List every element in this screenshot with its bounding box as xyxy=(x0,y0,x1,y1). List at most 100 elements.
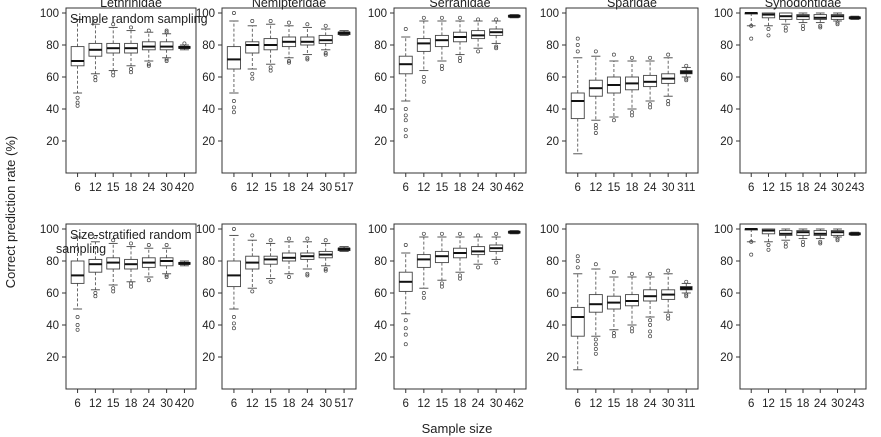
x-tick-label: 18 xyxy=(797,182,810,194)
outlier-point xyxy=(403,318,408,323)
x-tick-label: 420 xyxy=(175,182,194,194)
y-tick-label: 40 xyxy=(546,320,559,332)
outlier-point xyxy=(575,254,580,259)
outlier-point xyxy=(593,262,598,267)
outlier-point xyxy=(231,11,236,15)
outlier-point xyxy=(593,49,598,54)
box-18 xyxy=(453,15,467,63)
outlier-point xyxy=(648,271,653,276)
outlier-point xyxy=(593,347,598,351)
box-15 xyxy=(434,15,449,71)
box-24 xyxy=(813,12,827,30)
outlier-point xyxy=(129,67,133,71)
x-tick-label: 18 xyxy=(626,398,639,410)
box-18 xyxy=(625,271,639,334)
box-18 xyxy=(796,228,810,247)
x-tick-label: 30 xyxy=(490,398,503,410)
y-tick-label: 80 xyxy=(720,256,733,268)
box-iqr xyxy=(570,306,585,337)
outlier-point xyxy=(611,270,616,275)
outlier-point xyxy=(268,68,273,73)
box-18 xyxy=(124,25,138,75)
outlier-point xyxy=(801,27,805,31)
x-tick-label: 6 xyxy=(74,398,80,410)
x-tick-label: 18 xyxy=(125,398,138,410)
box-6 xyxy=(226,227,241,331)
outlier-point xyxy=(648,105,653,110)
x-tick-label: 30 xyxy=(662,398,675,410)
x-tick-label: 12 xyxy=(589,182,602,194)
box-iqr xyxy=(88,258,103,273)
y-tick-label: 20 xyxy=(202,352,215,364)
x-tick-label: 243 xyxy=(845,398,864,410)
outlier-point xyxy=(648,318,653,323)
outlier-point xyxy=(111,22,116,27)
box-18 xyxy=(281,20,297,65)
outlier-point xyxy=(666,313,671,318)
box-6 xyxy=(744,228,758,257)
y-tick-label: 20 xyxy=(720,352,733,364)
x-tick-label: 12 xyxy=(246,182,259,194)
outlier-point xyxy=(439,284,444,289)
outlier-point xyxy=(403,118,408,123)
outlier-point xyxy=(268,279,273,284)
outlier-point xyxy=(458,55,462,60)
outlier-point xyxy=(75,95,80,100)
y-tick-label: 80 xyxy=(46,40,59,52)
y-tick-label: 100 xyxy=(40,224,59,236)
outlier-point xyxy=(421,295,426,300)
x-tick-label: 30 xyxy=(319,398,332,410)
x-tick-label: 24 xyxy=(644,398,657,410)
x-tick-label: 517 xyxy=(334,182,353,194)
y-tick-label: 40 xyxy=(720,320,733,332)
y-tick-label: 80 xyxy=(720,40,733,52)
box-24 xyxy=(471,17,486,54)
outlier-point xyxy=(231,105,236,110)
outlier-point xyxy=(231,315,236,319)
panel-stratified-311: 20 40 60 80 100 6 12 15 18 24 30 311 xyxy=(540,223,699,410)
panel-frame xyxy=(739,223,867,390)
x-tick-label: 24 xyxy=(142,182,155,194)
outlier-point xyxy=(231,321,236,326)
box-24 xyxy=(643,271,658,339)
outlier-point xyxy=(439,67,444,71)
outlier-point xyxy=(783,25,788,30)
box-18 xyxy=(453,231,467,281)
outlier-point xyxy=(684,279,689,284)
outlier-point xyxy=(93,235,98,239)
outlier-point xyxy=(749,239,754,244)
box-311 xyxy=(679,279,693,299)
outlier-point xyxy=(575,49,580,54)
box-6 xyxy=(398,27,413,139)
outlier-point xyxy=(458,231,462,236)
x-tick-label: 12 xyxy=(762,182,775,194)
outlier-point xyxy=(494,46,499,51)
y-tick-label: 40 xyxy=(46,104,59,116)
outlier-point xyxy=(93,78,98,83)
x-tick-label: 15 xyxy=(436,398,449,410)
box-462 xyxy=(507,14,521,19)
y-tick-label: 60 xyxy=(374,72,387,84)
x-tick-label: 311 xyxy=(677,182,695,194)
outlier-point xyxy=(75,103,80,108)
outlier-point xyxy=(250,71,255,76)
outlier-point xyxy=(305,271,310,276)
x-tick-label: 6 xyxy=(231,398,237,410)
panel-stratified-517: 20 40 60 80 100 6 12 15 18 24 30 517 xyxy=(196,223,357,410)
box-420 xyxy=(178,41,191,51)
outlier-point xyxy=(766,33,771,38)
box-18 xyxy=(281,236,297,279)
outlier-point xyxy=(630,113,634,118)
x-tick-label: 15 xyxy=(436,182,449,194)
outlier-point xyxy=(749,23,754,28)
box-30 xyxy=(159,28,174,63)
x-tick-label: 15 xyxy=(779,182,792,194)
box-6 xyxy=(570,36,585,155)
panel-frame xyxy=(221,7,357,174)
outlier-point xyxy=(749,252,754,257)
box-iqr xyxy=(416,38,431,52)
outlier-point xyxy=(403,134,408,139)
x-tick-label: 24 xyxy=(814,182,827,194)
x-tick-label: 12 xyxy=(417,182,430,194)
y-tick-label: 80 xyxy=(374,256,387,268)
